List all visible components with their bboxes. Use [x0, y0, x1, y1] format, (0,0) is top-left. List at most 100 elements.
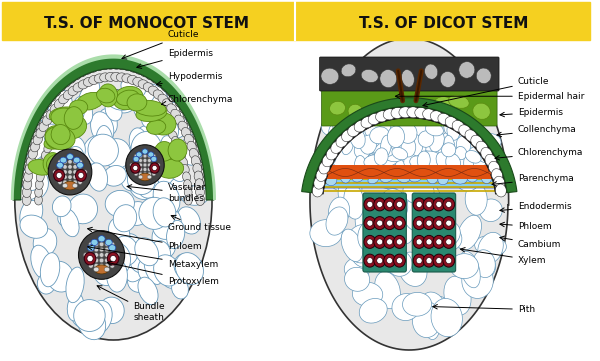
Ellipse shape	[374, 148, 388, 165]
Ellipse shape	[55, 155, 77, 179]
Ellipse shape	[338, 176, 362, 206]
Ellipse shape	[89, 93, 100, 101]
Ellipse shape	[98, 84, 118, 107]
Ellipse shape	[430, 111, 443, 122]
Ellipse shape	[346, 225, 379, 263]
Ellipse shape	[394, 235, 406, 248]
Ellipse shape	[84, 252, 96, 265]
Ellipse shape	[89, 258, 93, 263]
Ellipse shape	[78, 165, 82, 169]
Ellipse shape	[31, 141, 40, 152]
Ellipse shape	[428, 220, 460, 248]
Ellipse shape	[325, 148, 352, 185]
Ellipse shape	[83, 77, 94, 87]
Ellipse shape	[89, 242, 93, 247]
Ellipse shape	[74, 97, 92, 124]
Ellipse shape	[148, 86, 159, 96]
Ellipse shape	[322, 119, 337, 135]
Ellipse shape	[129, 65, 139, 72]
Ellipse shape	[86, 300, 112, 335]
Ellipse shape	[319, 147, 332, 165]
Ellipse shape	[177, 150, 185, 160]
Ellipse shape	[423, 198, 435, 211]
Ellipse shape	[154, 255, 181, 286]
Ellipse shape	[354, 121, 367, 132]
Ellipse shape	[479, 148, 495, 162]
Ellipse shape	[15, 60, 212, 340]
Ellipse shape	[26, 131, 34, 141]
Ellipse shape	[100, 262, 116, 282]
Ellipse shape	[78, 160, 82, 164]
Ellipse shape	[148, 163, 151, 167]
Ellipse shape	[94, 242, 98, 247]
Ellipse shape	[67, 154, 73, 160]
Ellipse shape	[169, 177, 188, 199]
Ellipse shape	[433, 217, 445, 230]
Ellipse shape	[135, 238, 158, 266]
Ellipse shape	[179, 157, 188, 167]
Ellipse shape	[89, 75, 100, 84]
Ellipse shape	[181, 186, 209, 205]
Text: Phloem: Phloem	[500, 222, 551, 231]
Ellipse shape	[97, 88, 115, 103]
Ellipse shape	[331, 141, 343, 153]
Ellipse shape	[476, 68, 491, 84]
Ellipse shape	[57, 119, 66, 128]
FancyBboxPatch shape	[320, 57, 499, 91]
Ellipse shape	[333, 116, 352, 136]
Ellipse shape	[133, 125, 164, 157]
Ellipse shape	[28, 160, 53, 175]
Ellipse shape	[462, 263, 493, 299]
Ellipse shape	[444, 135, 455, 155]
Ellipse shape	[83, 253, 88, 257]
Ellipse shape	[105, 239, 112, 245]
Ellipse shape	[381, 189, 408, 221]
Ellipse shape	[410, 156, 423, 167]
Ellipse shape	[204, 178, 211, 188]
Ellipse shape	[433, 198, 445, 211]
Ellipse shape	[105, 100, 122, 121]
Ellipse shape	[310, 219, 342, 247]
Ellipse shape	[133, 165, 138, 171]
Ellipse shape	[41, 108, 58, 140]
Ellipse shape	[63, 180, 67, 184]
Ellipse shape	[312, 184, 323, 197]
Ellipse shape	[392, 147, 407, 160]
Ellipse shape	[88, 163, 107, 191]
Ellipse shape	[422, 303, 440, 340]
Ellipse shape	[442, 143, 456, 157]
Ellipse shape	[380, 174, 393, 182]
Ellipse shape	[151, 156, 157, 162]
Ellipse shape	[129, 86, 151, 105]
Ellipse shape	[128, 270, 151, 292]
Ellipse shape	[152, 208, 181, 239]
Ellipse shape	[399, 107, 412, 118]
Ellipse shape	[443, 254, 455, 267]
Ellipse shape	[326, 207, 348, 235]
Ellipse shape	[63, 165, 67, 169]
Ellipse shape	[330, 134, 358, 173]
Ellipse shape	[63, 160, 67, 164]
Polygon shape	[11, 55, 216, 200]
Ellipse shape	[49, 140, 73, 162]
Ellipse shape	[39, 121, 49, 131]
Ellipse shape	[89, 253, 93, 257]
Ellipse shape	[376, 111, 388, 122]
Ellipse shape	[63, 170, 67, 174]
Ellipse shape	[85, 95, 94, 103]
Ellipse shape	[386, 220, 392, 226]
Ellipse shape	[143, 158, 147, 162]
Ellipse shape	[426, 258, 432, 264]
Ellipse shape	[25, 130, 45, 160]
Ellipse shape	[318, 155, 346, 180]
Ellipse shape	[29, 125, 37, 134]
Ellipse shape	[116, 90, 127, 98]
Ellipse shape	[32, 118, 40, 127]
Ellipse shape	[427, 173, 438, 184]
Ellipse shape	[56, 173, 62, 178]
Ellipse shape	[129, 128, 147, 155]
Ellipse shape	[466, 172, 478, 182]
Ellipse shape	[400, 146, 415, 163]
Ellipse shape	[134, 168, 138, 171]
Ellipse shape	[76, 169, 86, 181]
